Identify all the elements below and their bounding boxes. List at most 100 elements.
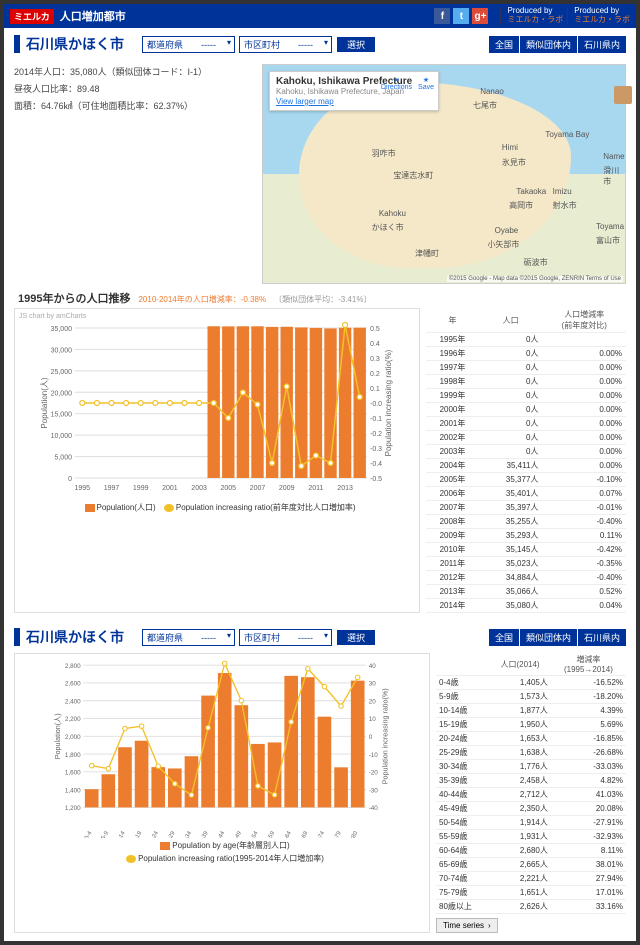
svg-text:65-69: 65-69 — [297, 831, 310, 838]
table-row: 1995年0人 — [426, 333, 626, 347]
site-title: 人口増加都市 — [60, 8, 435, 24]
agetable-h1 — [436, 653, 489, 676]
svg-text:2013: 2013 — [337, 485, 353, 492]
svg-text:0.2: 0.2 — [370, 371, 380, 378]
table-row: 1998年0人0.00% — [426, 375, 626, 389]
svg-text:0-4: 0-4 — [84, 830, 94, 838]
svg-text:2001: 2001 — [162, 485, 178, 492]
save-icon[interactable]: ★Save — [418, 76, 434, 91]
pref-select[interactable]: 都道府県 ----- — [142, 36, 235, 53]
svg-text:75-79: 75-79 — [330, 831, 343, 838]
map-city-label: 氷見市 — [502, 157, 526, 168]
tab-similar[interactable]: 類似団体内 — [520, 36, 577, 53]
map-city-label: 小矢部市 — [487, 239, 519, 250]
svg-text:-0.5: -0.5 — [370, 476, 382, 483]
view-larger-map-link[interactable]: View larger map — [276, 97, 334, 106]
table-row: 2001年0人0.00% — [426, 417, 626, 431]
svg-text:0: 0 — [68, 476, 72, 483]
map-city-label: Kahoku — [379, 209, 406, 218]
table-row: 1997年0人0.00% — [426, 361, 626, 375]
select-button[interactable]: 選択 — [336, 36, 376, 53]
map-city-label: Toyama — [596, 222, 624, 231]
svg-text:5-9: 5-9 — [101, 831, 110, 838]
svg-text:2005: 2005 — [221, 485, 237, 492]
table-row: 30-34歳1,776人-33.03% — [436, 760, 626, 774]
table-row: 5-9歳1,573人-18.20% — [436, 690, 626, 704]
tab-national-2[interactable]: 全国 — [489, 629, 519, 646]
map-city-label: Takaoka — [516, 187, 546, 196]
table-row: 65-69歳2,665人38.01% — [436, 858, 626, 872]
svg-text:30-34: 30-34 — [181, 830, 194, 838]
tab-national[interactable]: 全国 — [489, 36, 519, 53]
map-city-label: Nanao — [480, 87, 504, 96]
chart1-credit: JS chart by amCharts — [19, 313, 415, 320]
accent-bar — [14, 35, 20, 53]
tab-similar-2[interactable]: 類似団体内 — [520, 629, 577, 646]
facebook-icon[interactable]: f — [434, 8, 450, 24]
map-city-label: 富山市 — [596, 235, 620, 246]
svg-text:35,000: 35,000 — [51, 326, 73, 333]
table-row: 1999年0人0.00% — [426, 389, 626, 403]
svg-text:50-54: 50-54 — [247, 830, 260, 838]
chart2-legend: Population by age(年齢層別人口) Population inc… — [19, 838, 425, 868]
city-select-2[interactable]: 市区町村 ----- — [239, 629, 332, 646]
table-row: 40-44歳2,712人41.03% — [436, 788, 626, 802]
tab-pref-2[interactable]: 石川県内 — [578, 629, 626, 646]
svg-text:-0.1: -0.1 — [370, 416, 382, 423]
scope-tabs-2: 全国 類似団体内 石川県内 — [489, 629, 626, 646]
directions-icon[interactable]: ➤Directions — [381, 76, 412, 91]
svg-text:10-14: 10-14 — [114, 830, 127, 838]
table-row: 2014年35,080人0.04% — [426, 599, 626, 613]
table-row: 35-39歳2,458人4.82% — [436, 774, 626, 788]
svg-text:2011: 2011 — [308, 485, 323, 492]
table-row: 75-79歳1,651人17.01% — [436, 886, 626, 900]
table-row: 60-64歳2,680人8.11% — [436, 844, 626, 858]
agetable-h3: 増減率 (1995→2014) — [551, 653, 626, 676]
svg-text:2,400: 2,400 — [65, 698, 81, 705]
user-avatar[interactable] — [614, 86, 632, 104]
table-row: 2011年35,023人-0.35% — [426, 557, 626, 571]
svg-text:-0.2: -0.2 — [370, 431, 382, 438]
gplus-icon[interactable]: g+ — [472, 8, 488, 24]
svg-text:-30: -30 — [369, 787, 379, 794]
table-row: 15-19歳1,950人5.69% — [436, 718, 626, 732]
svg-text:1,600: 1,600 — [65, 770, 81, 777]
svg-text:25-29: 25-29 — [164, 831, 177, 838]
pref-select-2[interactable]: 都道府県 ----- — [142, 629, 235, 646]
chart2: 1,2001,4001,6001,8002,0002,2002,4002,600… — [14, 653, 430, 933]
city-select[interactable]: 市区町村 ----- — [239, 36, 332, 53]
svg-text:2007: 2007 — [250, 485, 266, 492]
map-city-label: 宝達志水町 — [393, 170, 433, 181]
agetable-h2: 人口(2014) — [489, 653, 551, 676]
svg-text:1999: 1999 — [133, 485, 149, 492]
svg-text:45-49: 45-49 — [230, 831, 243, 838]
select-button-2[interactable]: 選択 — [336, 629, 376, 646]
credit-2: Produced byミエルカ・ラボ — [567, 7, 630, 25]
svg-text:0.5: 0.5 — [370, 326, 380, 333]
table-row: 2005年35,377人-0.10% — [426, 473, 626, 487]
map-attribution: ©2015 Google - Map data ©2015 Google, ZE… — [447, 276, 623, 282]
svg-text:40-44: 40-44 — [214, 830, 227, 838]
credit-1: Produced byミエルカ・ラボ — [500, 7, 563, 25]
tab-pref[interactable]: 石川県内 — [578, 36, 626, 53]
logo-badge: ミエルカ — [10, 9, 54, 24]
page-title-2: 石川県かほく市 — [26, 627, 124, 647]
map-city-label: Oyabe — [495, 226, 519, 235]
map[interactable]: Nanao七尾市羽咋市Himi氷見市宝達志水町Takaoka高岡市Imizu射水… — [262, 64, 626, 284]
svg-text:2,600: 2,600 — [65, 681, 81, 688]
svg-text:2,800: 2,800 — [65, 663, 81, 670]
svg-text:0.1: 0.1 — [370, 386, 380, 393]
svg-text:60-64: 60-64 — [280, 830, 293, 838]
map-info-card: Kahoku, Ishikawa Prefecture ➤Directions … — [269, 71, 439, 111]
twitter-icon[interactable]: t — [453, 8, 469, 24]
map-city-label: 津幡町 — [415, 248, 439, 259]
chart1-legend: Population(人口) Population increasing rat… — [19, 500, 415, 517]
scope-tabs: 全国 類似団体内 石川県内 — [489, 36, 626, 53]
time-series-button[interactable]: Time series › — [436, 918, 498, 933]
map-city-label: Toyama Bay — [545, 130, 589, 139]
svg-text:1,200: 1,200 — [65, 805, 81, 812]
social-links: f t g+ — [434, 8, 488, 24]
page-title: 石川県かほく市 — [26, 34, 124, 54]
svg-text:0.4: 0.4 — [370, 341, 380, 348]
map-city-label: 高岡市 — [509, 200, 533, 211]
